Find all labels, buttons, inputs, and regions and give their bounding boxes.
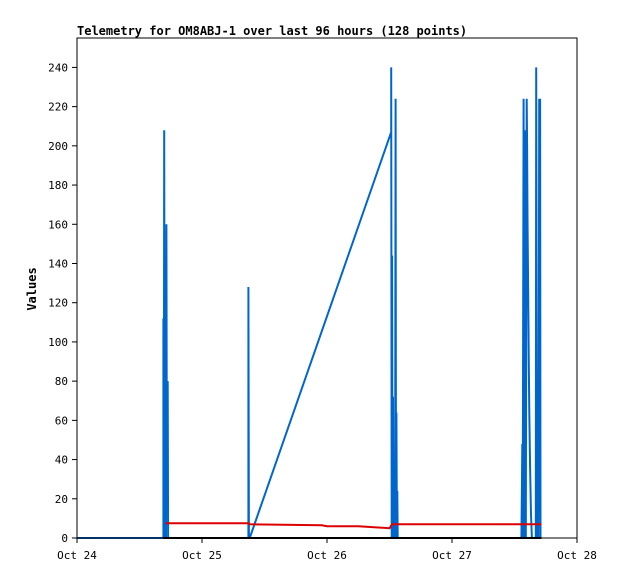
y-tick-label: 160 [48, 218, 68, 231]
plot-frame [76, 37, 578, 539]
y-tick-label: 60 [55, 414, 68, 427]
y-axis: 0 20 40 60 80 100 120 140 160 180 200 220 240 [48, 61, 77, 545]
series-layer [77, 67, 542, 539]
x-tick-label: Oct 26 [307, 549, 347, 562]
y-tick-label: 200 [48, 140, 68, 153]
y-tick-label: 220 [48, 101, 68, 114]
y-axis-label: Values [25, 267, 39, 310]
series-line-0 [77, 67, 542, 539]
y-tick-label: 0 [61, 532, 68, 545]
x-axis: Oct 24 Oct 25 Oct 26 Oct 27 Oct 28 [57, 538, 597, 562]
y-tick-label: 80 [55, 375, 68, 388]
x-tick-label: Oct 27 [432, 549, 472, 562]
x-tick-label: Oct 28 [557, 549, 597, 562]
series-line-1 [165, 522, 542, 530]
y-tick-label: 240 [48, 61, 68, 74]
x-tick-label: Oct 24 [57, 549, 97, 562]
y-tick-label: 20 [55, 493, 68, 506]
y-tick-label: 180 [48, 179, 68, 192]
y-tick-label: 120 [48, 297, 68, 310]
chart-title: Telemetry for OM8ABJ-1 over last 96 hour… [77, 24, 467, 38]
x-tick-label: Oct 25 [182, 549, 222, 562]
y-tick-label: 40 [55, 454, 68, 467]
y-tick-label: 140 [48, 257, 68, 270]
y-tick-label: 100 [48, 336, 68, 349]
